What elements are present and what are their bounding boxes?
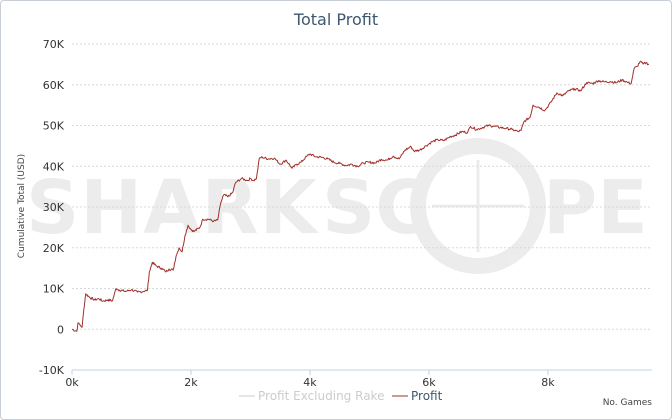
series-line-profit — [71, 60, 650, 332]
y-axis-ticks: -10K 0 10K 20K 30K 40K 50K 60K 70K — [39, 38, 65, 377]
y-tick-label: 20K — [43, 242, 65, 255]
svg-text:SC: SC — [322, 165, 430, 251]
svg-text:PE: PE — [543, 165, 648, 251]
svg-text:SHARK: SHARK — [26, 165, 319, 251]
y-tick-label: 30K — [43, 201, 65, 214]
y-tick-label: 0 — [57, 323, 64, 336]
series-layer — [71, 60, 650, 332]
x-axis-label: No. Games — [603, 398, 653, 408]
y-tick-label: 70K — [43, 38, 65, 51]
grid-lines — [72, 43, 652, 330]
y-axis-label: Cumulative Total (USD) — [17, 154, 27, 258]
x-axis-ticks: 0k 2k 4k 6k 8k — [65, 370, 555, 389]
x-tick-label: 0k — [65, 376, 79, 389]
x-tick-label: 4k — [303, 376, 317, 389]
watermark: SHARK SC PE — [26, 138, 648, 274]
chart-title: Total Profit — [293, 10, 378, 29]
legend: Profit Excluding Rake Profit — [239, 389, 443, 403]
x-tick-label: 6k — [422, 376, 436, 389]
y-tick-label: -10K — [39, 364, 65, 377]
y-tick-label: 40K — [43, 160, 65, 173]
y-tick-label: 50K — [43, 120, 65, 133]
y-tick-label: 10K — [43, 283, 65, 296]
legend-label-profit-excluding-rake: Profit Excluding Rake — [258, 389, 384, 403]
legend-item-profit-excluding-rake[interactable]: Profit Excluding Rake — [239, 389, 384, 403]
x-tick-label: 2k — [184, 376, 198, 389]
x-tick-label: 8k — [541, 376, 555, 389]
legend-label-profit: Profit — [411, 389, 443, 403]
y-tick-label: 60K — [43, 79, 65, 92]
legend-item-profit[interactable]: Profit — [392, 389, 443, 403]
